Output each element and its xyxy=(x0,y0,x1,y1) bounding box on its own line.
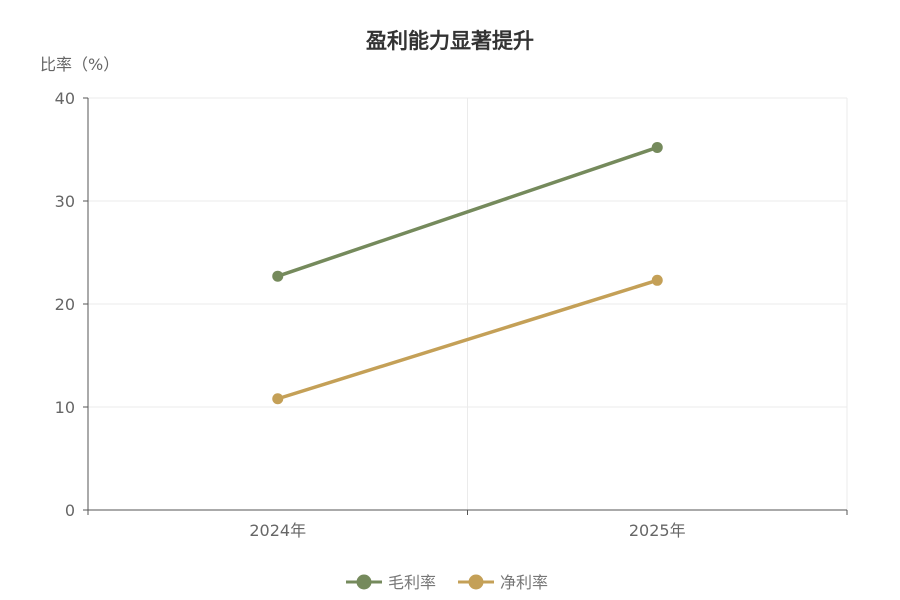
x-tick-label: 2024年 xyxy=(249,521,306,540)
series-line-2 xyxy=(276,278,659,401)
legend-marker xyxy=(468,574,484,590)
legend-item[interactable]: 净利率 xyxy=(458,573,548,592)
legend-marker xyxy=(356,574,372,590)
chart-title: 盈利能力显著提升 xyxy=(365,29,534,53)
legend-label: 净利率 xyxy=(500,573,548,592)
data-point[interactable] xyxy=(272,393,284,405)
legend-label: 毛利率 xyxy=(388,573,436,592)
y-tick-label: 30 xyxy=(55,192,75,211)
y-tick-label: 40 xyxy=(55,89,75,108)
legend[interactable]: 毛利率 净利率 xyxy=(346,573,548,592)
data-point[interactable] xyxy=(651,274,663,286)
series-lines xyxy=(272,141,663,405)
x-tick-label: 2025年 xyxy=(629,521,686,540)
data-point[interactable] xyxy=(272,270,284,282)
y-tick-label: 20 xyxy=(55,295,75,314)
y-tick-label: 0 xyxy=(65,501,75,520)
legend-item[interactable]: 毛利率 xyxy=(346,573,436,592)
y-axis-title: 比率（%） xyxy=(40,55,119,74)
gridlines xyxy=(88,97,848,510)
axes: 0 10 20 30 40 2024年 2025年 xyxy=(55,89,848,540)
series-line-1 xyxy=(276,145,659,278)
data-point[interactable] xyxy=(651,141,663,153)
y-tick-label: 10 xyxy=(55,398,75,417)
